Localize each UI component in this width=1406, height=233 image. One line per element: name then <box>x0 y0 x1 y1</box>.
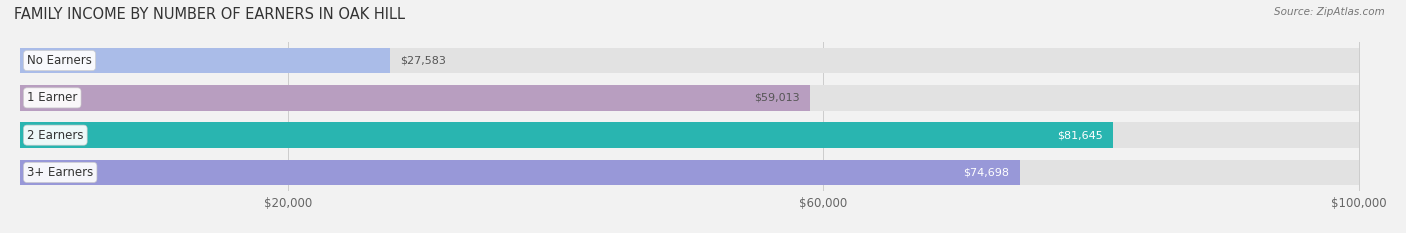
Bar <box>21 48 1358 73</box>
Bar <box>21 85 810 110</box>
Text: 3+ Earners: 3+ Earners <box>27 166 93 179</box>
Text: $27,583: $27,583 <box>401 56 446 65</box>
Text: No Earners: No Earners <box>27 54 91 67</box>
Text: 1 Earner: 1 Earner <box>27 91 77 104</box>
Text: FAMILY INCOME BY NUMBER OF EARNERS IN OAK HILL: FAMILY INCOME BY NUMBER OF EARNERS IN OA… <box>14 7 405 22</box>
Text: $59,013: $59,013 <box>754 93 800 103</box>
Text: $74,698: $74,698 <box>963 168 1010 177</box>
Bar <box>21 85 1358 110</box>
Bar <box>21 123 1358 148</box>
Text: $81,645: $81,645 <box>1057 130 1102 140</box>
Text: 2 Earners: 2 Earners <box>27 129 83 142</box>
Bar <box>21 160 1021 185</box>
Text: Source: ZipAtlas.com: Source: ZipAtlas.com <box>1274 7 1385 17</box>
Bar <box>21 48 389 73</box>
Bar <box>21 123 1114 148</box>
Bar <box>21 160 1358 185</box>
